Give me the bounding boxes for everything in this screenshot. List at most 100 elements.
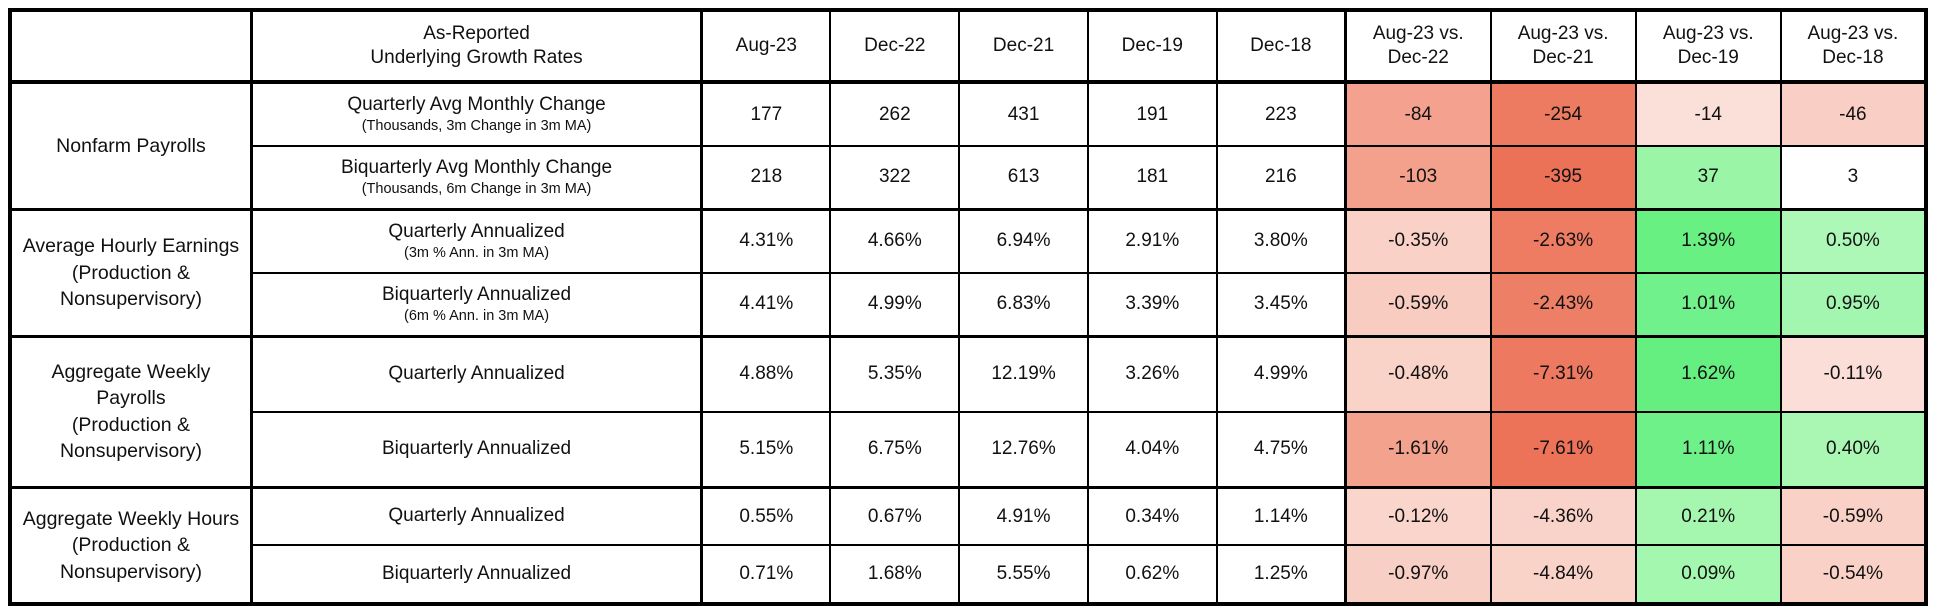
value-cell: 0.71% (700, 544, 832, 606)
comparison-cell: -4.84% (1489, 544, 1637, 606)
table-row: Aggregate Weekly Payrolls (Production & N… (8, 334, 1928, 489)
row-label: Biquarterly Avg Monthly Change (Thousands… (250, 145, 704, 211)
row-label: Biquarterly Annualized (250, 544, 704, 606)
value-cell: 5.55% (958, 544, 1089, 606)
value-cell: 191 (1086, 80, 1218, 148)
value-cell: 4.66% (829, 208, 961, 274)
comparison-cell: 0.40% (1779, 410, 1928, 489)
comparison-cell: -7.61% (1489, 410, 1637, 489)
date-column-header: Aug-23 (700, 9, 832, 84)
value-cell: 0.34% (1086, 486, 1218, 547)
value-cell: 613 (958, 145, 1089, 211)
row-label: Quarterly Annualized (3m % Ann. in 3m MA) (250, 208, 704, 274)
value-cell: 3.45% (1215, 271, 1347, 338)
row-label-main: Quarterly Annualized (388, 221, 565, 243)
row-label-sub: (Thousands, 3m Change in 3m MA) (361, 118, 592, 135)
comparison-cell: -254 (1489, 80, 1637, 148)
header-row: As-Reported Underlying Growth Rates Aug-23… (8, 9, 1928, 84)
category-label-line: Average Hourly Earnings (22, 235, 240, 258)
date-column-header: Dec-19 (1086, 9, 1218, 84)
comparison-cell: 37 (1634, 145, 1782, 211)
comparison-cell: 1.39% (1634, 208, 1782, 274)
row-label-main: Quarterly Annualized (388, 505, 565, 527)
date-column-header: Dec-21 (958, 9, 1089, 84)
value-cell: 6.75% (829, 410, 961, 489)
value-cell: 322 (829, 145, 961, 211)
value-cell: 3.26% (1086, 335, 1218, 413)
date-column-header: Dec-18 (1215, 9, 1347, 84)
category-label-line: (Production & Nonsupervisory) (59, 261, 202, 310)
row-label-main: Biquarterly Avg Monthly Change (340, 157, 613, 179)
comparison-column-header: Aug-23 vs. Dec-18 (1779, 9, 1928, 84)
category-label: Aggregate Weekly Hours (Production & Nons… (8, 485, 253, 605)
category-label-line: (Production & Nonsupervisory) (59, 413, 202, 462)
row-label-main: Biquarterly Annualized (382, 437, 572, 459)
date-column-header: Dec-22 (829, 9, 961, 84)
comparison-cell: 1.62% (1634, 335, 1782, 413)
value-cell: 1.25% (1215, 544, 1347, 606)
value-cell: 4.04% (1086, 410, 1218, 489)
category-label-line: Aggregate Weekly Payrolls (51, 361, 211, 410)
category-label-line: (Production & Nonsupervisory) (59, 534, 202, 583)
value-cell: 177 (700, 80, 832, 148)
table-row: Nonfarm Payrolls Quarterly Avg Monthly Ch… (8, 80, 1928, 211)
comparison-cell: 1.11% (1634, 410, 1782, 489)
comparison-cell: 0.21% (1634, 486, 1782, 547)
value-cell: 181 (1086, 145, 1218, 211)
comparison-cell: -7.31% (1489, 335, 1637, 413)
value-cell: 1.68% (829, 544, 961, 606)
value-cell: 5.15% (700, 410, 832, 489)
row-label-sub: (6m % Ann. in 3m MA) (404, 307, 550, 324)
row-label: Quarterly Annualized (250, 335, 704, 413)
descriptor-header-line1: As-Reported (423, 23, 530, 45)
value-cell: 4.99% (829, 271, 961, 338)
value-cell: 4.99% (1215, 335, 1347, 413)
comparison-column-header: Aug-23 vs. Dec-21 (1489, 9, 1637, 84)
comparison-header-line2: Dec-19 (1677, 47, 1739, 68)
value-cell: 0.55% (700, 486, 832, 547)
comparison-cell: -0.97% (1344, 544, 1492, 606)
comparison-cell: -0.59% (1779, 486, 1928, 547)
comparison-cell: -0.12% (1344, 486, 1492, 547)
comparison-header-line1: Aug-23 vs. (1517, 23, 1609, 45)
comparison-column-header: Aug-23 vs. Dec-22 (1344, 9, 1492, 84)
comparison-header-line1: Aug-23 vs. (1372, 23, 1464, 45)
table-row: Biquarterly Annualized 5.15% 6.75% 12.76% 4.… (10, 410, 1928, 489)
value-cell: 0.67% (829, 486, 961, 547)
table-row: Biquarterly Annualized (6m % Ann. in 3m M… (10, 271, 1928, 338)
descriptor-header-line2: Underlying Growth Rates (370, 47, 583, 68)
value-cell: 6.94% (958, 208, 1089, 274)
category-label-line: Nonfarm Payrolls (56, 134, 206, 157)
value-cell: 0.62% (1086, 544, 1218, 606)
value-cell: 4.88% (700, 335, 832, 413)
comparison-cell: -103 (1344, 145, 1492, 211)
comparison-header-line2: Dec-22 (1387, 47, 1449, 68)
comparison-cell: -1.61% (1344, 410, 1492, 489)
value-cell: 4.75% (1215, 410, 1347, 489)
row-label: Quarterly Avg Monthly Change (Thousands, … (250, 80, 704, 148)
category-label: Nonfarm Payrolls (8, 80, 253, 211)
corner-cell (8, 9, 253, 84)
descriptor-column-header: As-Reported Underlying Growth Rates (250, 9, 704, 84)
category-label: Average Hourly Earnings (Production & Non… (8, 207, 253, 337)
comparison-column-header: Aug-23 vs. Dec-19 (1634, 9, 1782, 84)
comparison-cell: -46 (1779, 80, 1928, 148)
table-row: Aggregate Weekly Hours (Production & Nons… (8, 485, 1928, 605)
comparison-header-line1: Aug-23 vs. (1807, 23, 1899, 45)
table-row: Biquarterly Annualized 0.71% 1.68% 5.55% 0.6… (10, 544, 1928, 606)
comparison-cell: 0.50% (1779, 208, 1928, 274)
comparison-header-line2: Dec-18 (1822, 47, 1884, 68)
comparison-header-line2: Dec-21 (1532, 47, 1594, 68)
comparison-cell: -0.35% (1344, 208, 1492, 274)
comparison-cell: -2.43% (1489, 271, 1637, 338)
value-cell: 12.76% (958, 410, 1089, 489)
row-label-main: Quarterly Avg Monthly Change (347, 94, 606, 116)
comparison-cell: 1.01% (1634, 271, 1782, 338)
category-label-line: Aggregate Weekly Hours (22, 507, 240, 530)
row-label-main: Biquarterly Annualized (382, 283, 572, 305)
value-cell: 6.83% (958, 271, 1089, 338)
row-label-main: Quarterly Annualized (388, 362, 565, 384)
row-label: Biquarterly Annualized (250, 410, 704, 489)
value-cell: 218 (700, 145, 832, 211)
